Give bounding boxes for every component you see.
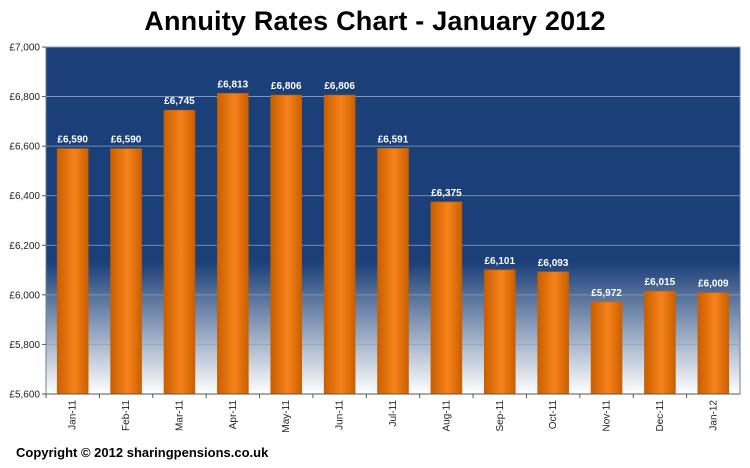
x-tick-label: May-11 (281, 400, 292, 433)
data-label: £6,009 (698, 279, 729, 290)
y-tick-label: £6,600 (9, 142, 40, 153)
x-tick-label: Oct-11 (548, 400, 559, 430)
bar-jan-12 (697, 292, 730, 395)
bar-oct-11 (537, 271, 569, 395)
axes: £5,600 £5,800 £6,000 £6,200 £6,400 £6,600 £6,8… (9, 43, 740, 433)
x-tick-label: Apr-11 (228, 400, 239, 430)
data-label: £6,813 (218, 79, 249, 90)
bar-sep-11 (483, 269, 516, 395)
bar-jan-11 (56, 148, 89, 395)
bar-jun-11 (323, 94, 356, 395)
copyright-text: Copyright © 2012 sharingpensions.co.uk (16, 445, 269, 460)
y-tick-label: £6,800 (9, 92, 40, 103)
y-tick-label: £6,200 (9, 241, 40, 252)
data-label: £6,093 (538, 258, 569, 269)
bar-aug-11 (430, 201, 463, 395)
data-labels: £6,590 £6,590 £6,745 £6,813 £6,806 £6,806 £6,5… (57, 79, 729, 298)
x-tick-label: Sep-11 (495, 400, 506, 432)
y-tick-label: £6,000 (9, 290, 40, 301)
y-tick-label: £7,000 (9, 43, 40, 54)
x-tick-label: Jul-11 (388, 400, 399, 427)
x-tick-label: Jan-12 (708, 400, 719, 431)
data-label: £6,806 (271, 81, 302, 92)
data-label: £6,015 (645, 277, 676, 288)
bar-may-11 (270, 94, 303, 395)
bar-nov-11 (590, 301, 623, 395)
x-tick-label: Aug-11 (441, 400, 452, 432)
x-tick-label: Nov-11 (602, 400, 613, 432)
bar-jul-11 (377, 148, 409, 395)
bar-mar-11 (163, 109, 196, 395)
data-label: £6,590 (111, 135, 142, 146)
y-tick-label: £5,800 (9, 340, 40, 351)
bar-feb-11 (110, 148, 142, 395)
x-tick-label: Mar-11 (174, 400, 185, 431)
data-label: £6,590 (57, 135, 88, 146)
x-tick-label: Jun-11 (335, 400, 346, 430)
x-tick-label: Dec-11 (655, 400, 666, 432)
data-label: £6,375 (431, 188, 462, 199)
x-tick-label: Feb-11 (121, 400, 132, 431)
x-tick-label: Jan-11 (68, 400, 79, 430)
bar-apr-11 (217, 93, 249, 395)
bar-dec-11 (644, 290, 676, 395)
y-tick-label: £6,400 (9, 191, 40, 202)
y-tick-label: £5,600 (9, 390, 40, 401)
data-label: £6,806 (324, 81, 355, 92)
data-label: £6,745 (164, 96, 195, 107)
chart-title: Annuity Rates Chart - January 2012 (144, 6, 606, 36)
data-label: £6,591 (378, 134, 409, 145)
data-label: £6,101 (484, 256, 515, 267)
data-label: £5,972 (591, 288, 622, 299)
